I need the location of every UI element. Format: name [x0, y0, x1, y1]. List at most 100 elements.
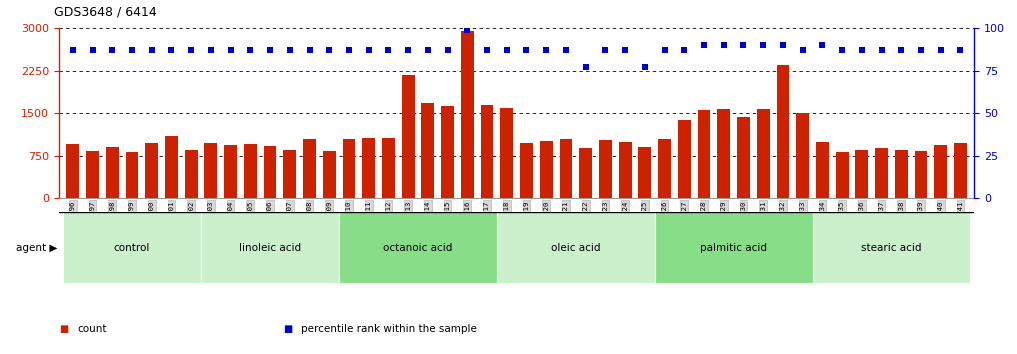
Point: [716, 42, 732, 48]
Point: [143, 47, 160, 53]
Point: [775, 42, 791, 48]
Bar: [382, 138, 395, 198]
Point: [853, 47, 870, 53]
Point: [952, 47, 968, 53]
Point: [439, 47, 456, 53]
Point: [124, 47, 140, 53]
Point: [65, 47, 81, 53]
Point: [498, 47, 515, 53]
Bar: [639, 147, 651, 198]
Bar: [796, 113, 810, 198]
Point: [400, 47, 416, 53]
Bar: [540, 141, 552, 198]
Bar: [362, 138, 375, 198]
Point: [874, 47, 890, 53]
Point: [183, 47, 199, 53]
Point: [519, 47, 535, 53]
Point: [933, 47, 949, 53]
Point: [262, 47, 279, 53]
Bar: [559, 139, 573, 198]
Bar: [777, 64, 789, 198]
Bar: [757, 109, 770, 198]
Text: ■: ■: [59, 324, 68, 334]
Bar: [698, 110, 711, 198]
Bar: [813, 212, 970, 283]
Point: [578, 64, 594, 70]
Point: [794, 47, 811, 53]
Bar: [106, 147, 119, 198]
Bar: [461, 31, 474, 198]
Bar: [520, 143, 533, 198]
Text: oleic acid: oleic acid: [551, 243, 601, 253]
Bar: [165, 136, 178, 198]
Bar: [421, 103, 434, 198]
Text: linoleic acid: linoleic acid: [239, 243, 301, 253]
Bar: [441, 107, 454, 198]
Text: GDS3648 / 6414: GDS3648 / 6414: [55, 5, 158, 18]
Point: [893, 47, 909, 53]
Bar: [658, 139, 671, 198]
Text: stearic acid: stearic acid: [861, 243, 921, 253]
Point: [815, 42, 831, 48]
Text: count: count: [77, 324, 107, 334]
Point: [460, 27, 476, 33]
Point: [420, 47, 436, 53]
Point: [242, 47, 258, 53]
Point: [696, 42, 712, 48]
Point: [597, 47, 613, 53]
Point: [282, 47, 298, 53]
Bar: [63, 212, 201, 283]
Point: [538, 47, 554, 53]
Bar: [655, 212, 813, 283]
Bar: [185, 149, 197, 198]
Bar: [125, 152, 138, 198]
Point: [321, 47, 338, 53]
Bar: [497, 212, 655, 283]
Bar: [481, 105, 493, 198]
Bar: [954, 143, 967, 198]
Point: [656, 47, 672, 53]
Bar: [816, 142, 829, 198]
Bar: [224, 145, 237, 198]
Bar: [402, 75, 415, 198]
Bar: [599, 141, 612, 198]
Text: palmitic acid: palmitic acid: [700, 243, 767, 253]
Bar: [303, 139, 316, 198]
Bar: [204, 143, 218, 198]
Bar: [343, 139, 355, 198]
Bar: [855, 149, 869, 198]
Bar: [66, 144, 79, 198]
Point: [301, 47, 317, 53]
Bar: [580, 148, 592, 198]
Point: [735, 42, 752, 48]
Bar: [500, 108, 514, 198]
Point: [755, 42, 771, 48]
Bar: [284, 150, 296, 198]
Point: [913, 47, 930, 53]
Point: [223, 47, 239, 53]
Bar: [737, 117, 750, 198]
Bar: [339, 212, 497, 283]
Point: [341, 47, 357, 53]
Text: octanoic acid: octanoic acid: [383, 243, 453, 253]
Bar: [322, 151, 336, 198]
Point: [676, 47, 693, 53]
Point: [164, 47, 180, 53]
Bar: [717, 109, 730, 198]
Bar: [895, 149, 908, 198]
Point: [361, 47, 377, 53]
Bar: [935, 145, 947, 198]
Bar: [914, 151, 928, 198]
Bar: [876, 148, 888, 198]
Bar: [618, 142, 632, 198]
Text: control: control: [114, 243, 151, 253]
Point: [557, 47, 574, 53]
Point: [637, 64, 653, 70]
Bar: [145, 143, 158, 198]
Bar: [201, 212, 339, 283]
Bar: [263, 146, 277, 198]
Bar: [86, 151, 99, 198]
Point: [479, 47, 495, 53]
Text: percentile rank within the sample: percentile rank within the sample: [301, 324, 477, 334]
Text: ■: ■: [283, 324, 292, 334]
